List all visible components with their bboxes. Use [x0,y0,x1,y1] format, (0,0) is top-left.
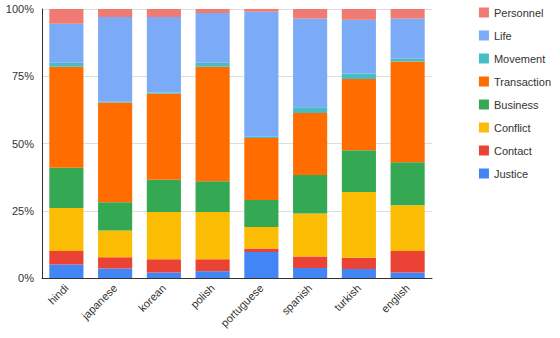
svg-text:0%: 0% [18,272,34,284]
svg-text:75%: 75% [12,70,34,82]
svg-text:Justice: Justice [494,168,528,180]
svg-text:50%: 50% [12,138,34,150]
svg-text:Movement: Movement [494,53,545,65]
svg-text:Contact: Contact [494,145,532,157]
svg-text:turkish: turkish [332,282,363,313]
svg-text:Conflict: Conflict [494,122,531,134]
svg-text:25%: 25% [12,205,34,217]
svg-text:japanese: japanese [79,282,120,323]
svg-text:Personnel: Personnel [494,7,544,19]
svg-text:100%: 100% [6,3,34,15]
svg-text:polish: polish [188,282,217,311]
svg-text:Transaction: Transaction [494,76,551,88]
svg-text:korean: korean [136,282,168,314]
svg-text:Business: Business [494,99,539,111]
svg-text:hindi: hindi [46,282,71,307]
svg-text:portuguese: portuguese [218,282,265,329]
svg-text:spanish: spanish [279,282,314,317]
svg-text:english: english [379,282,412,315]
svg-text:Life: Life [494,30,512,42]
